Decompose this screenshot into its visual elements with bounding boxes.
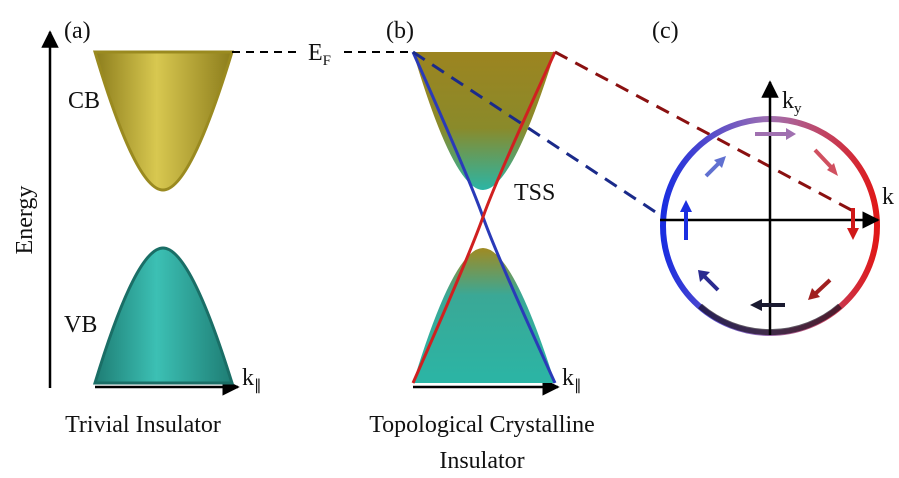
diagram: (a) Energy CB VB k∥ Trivial Insulator EF… — [0, 0, 899, 478]
axis-label: k — [882, 184, 894, 210]
tss-label: TSS — [514, 180, 555, 206]
panel-b: (b) TSS k∥ Topological Crystalline Insul… — [369, 18, 595, 474]
panel-c: (c) ky k — [652, 18, 894, 335]
axis-label: Energy — [12, 186, 38, 255]
caption: Topological Crystalline — [369, 412, 595, 438]
band-label: CB — [68, 88, 100, 114]
axis-label: k∥ — [562, 365, 582, 394]
spin-head — [680, 200, 692, 212]
spin — [815, 150, 832, 168]
panel-a: (a) Energy CB VB k∥ Trivial Insulator — [12, 18, 262, 438]
axis-label: k∥ — [242, 365, 262, 394]
band-label: VB — [64, 312, 97, 338]
conduction-band — [95, 52, 232, 190]
panel-label: (a) — [64, 18, 91, 44]
panel-label: (b) — [386, 18, 414, 44]
spin-head — [786, 128, 796, 140]
valence-band — [95, 248, 232, 383]
caption: Insulator — [439, 448, 524, 474]
spin — [815, 280, 830, 294]
spin-head — [847, 228, 859, 240]
spin — [704, 276, 718, 290]
valence-band — [413, 248, 555, 383]
spin-head — [750, 299, 762, 311]
conduction-band — [413, 52, 555, 190]
panel-label: (c) — [652, 18, 679, 44]
projection-line — [555, 52, 855, 212]
axis-label: ky — [782, 88, 802, 117]
caption: Trivial Insulator — [65, 412, 221, 438]
spin — [706, 162, 720, 176]
